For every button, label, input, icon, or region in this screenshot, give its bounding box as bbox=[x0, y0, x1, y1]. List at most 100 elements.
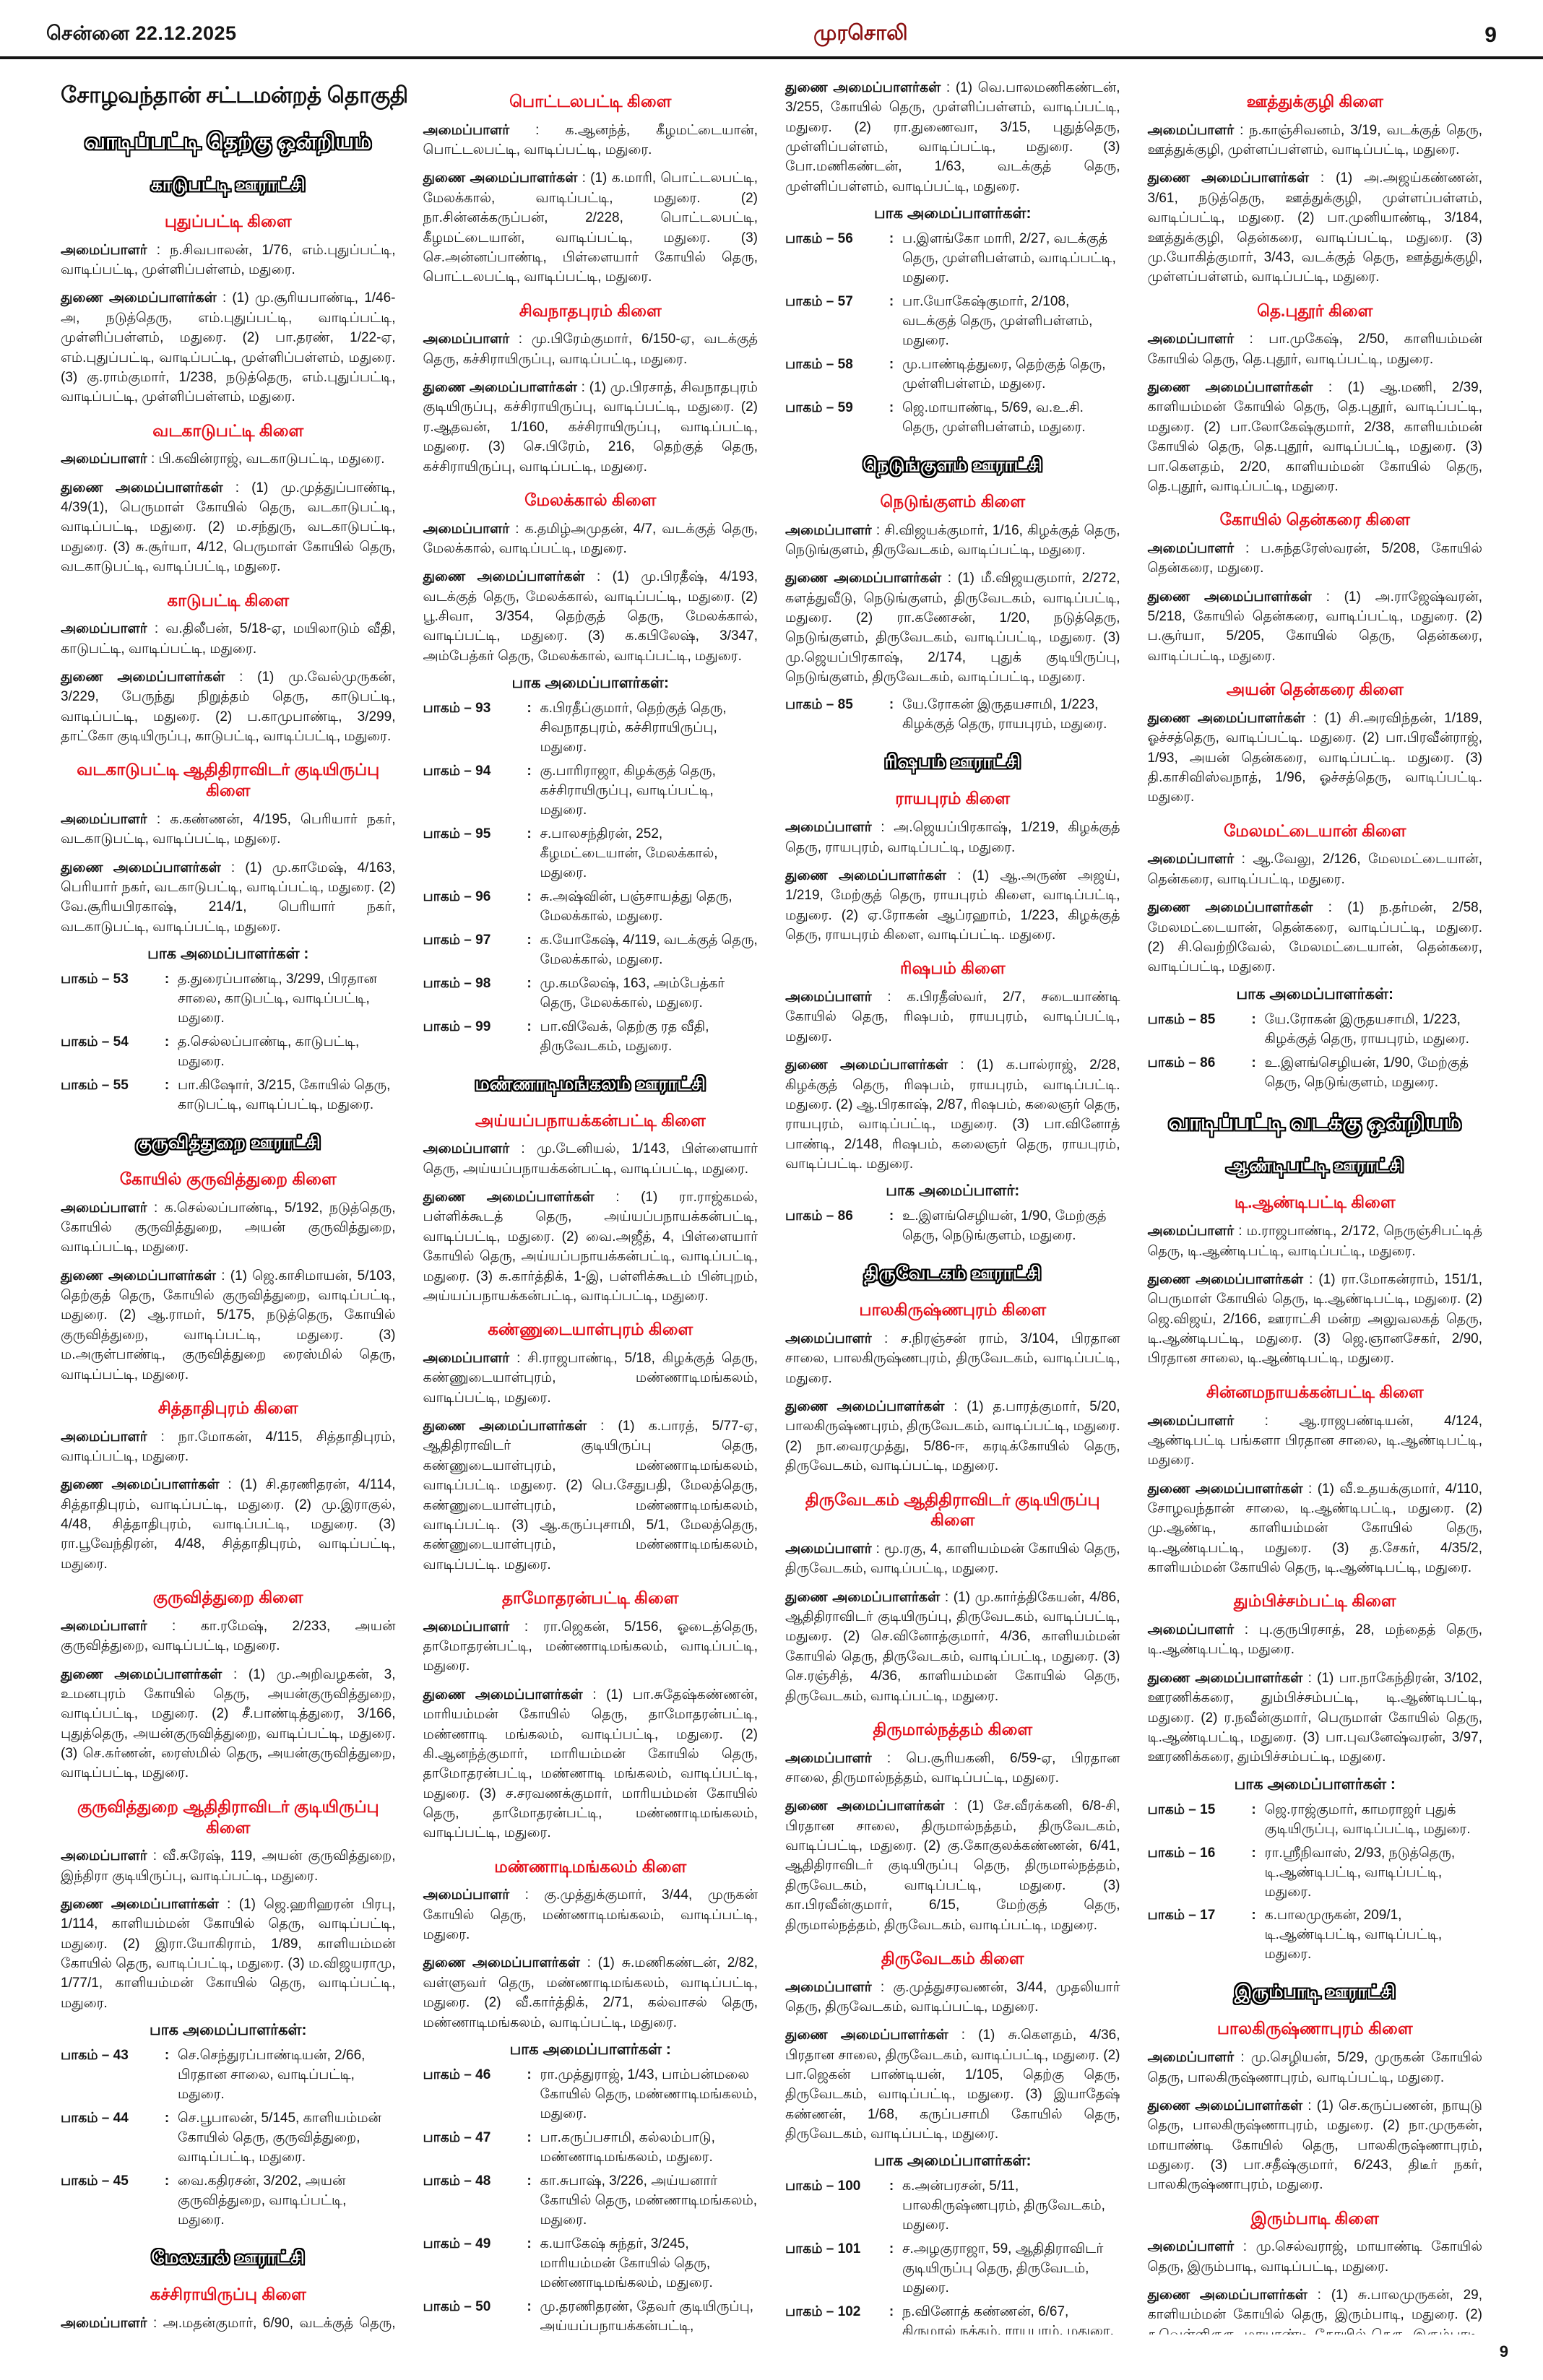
deputy-organizers-paragraph: துணை அமைப்பாளர்கள் : (1) பா.சுதேஷ்கண்ணன்… bbox=[423, 1687, 758, 1841]
deputy-organizers-paragraph: துணை அமைப்பாளர்கள் : (1) வெ.பாலமணிகண்டன்… bbox=[785, 80, 1120, 194]
part-text: த.செல்லப்பாண்டி, காடுபட்டி, மதுரை. bbox=[178, 1034, 360, 1069]
deputy-organizers-paragraph: துணை அமைப்பாளர்கள் : (1) மு.அறிவழகன், 3,… bbox=[61, 1666, 396, 1781]
part-number: பாகம் – 100 bbox=[785, 2178, 861, 2194]
part-row: பாகம் – 102: ந.வினோத் கண்ணன், 6/67, திரும… bbox=[785, 2303, 1120, 2334]
paragraph-label: அமைப்பாளர் bbox=[1147, 1622, 1235, 1638]
part-row: பாகம் – 97: க.யோகேஷ், 4/119, வடக்குத் தெர… bbox=[423, 931, 758, 970]
part-text: ச.பாலசந்திரன், 252, கீழமட்டையான், மேலக்க… bbox=[540, 826, 718, 880]
branch-heading: பாலகிருஷ்ணாபுரம் கிளை bbox=[1216, 2019, 1413, 2038]
paragraph-label: அமைப்பாளர் bbox=[785, 1541, 872, 1557]
article-columns: சோழவந்தான் சட்டமன்றத் தொகுதி வாடிப்பட்டி … bbox=[0, 59, 1543, 2334]
part-number: பாகம் – 102 bbox=[785, 2304, 861, 2320]
deputy-organizers-paragraph: துணை அமைப்பாளர்கள் : (1) மீ.விஜயகுமார், … bbox=[785, 571, 1120, 685]
part-organizers-list: பாகம் – 100: க.அன்பரசன், 5/11, பாலகிருஷ்ண… bbox=[785, 2177, 1120, 2334]
organizer-paragraph: அமைப்பாளர் : பு.குருபிரசாத், 28, மந்தைத்… bbox=[1147, 1622, 1483, 1658]
part-organizers-heading: பாக அமைப்பாளர்: bbox=[886, 1182, 1020, 1200]
part-number: பாகம் – 94 bbox=[423, 763, 491, 779]
part-colon: : bbox=[164, 1034, 170, 1050]
organizer-paragraph: அமைப்பாளர் : சி.ராஜபாண்டி, 5/18, கிழக்கு… bbox=[423, 1351, 758, 1406]
paragraph-label: துணை அமைப்பாளர்கள் bbox=[1147, 710, 1305, 726]
paragraph-label: அமைப்பாளர் bbox=[61, 451, 147, 467]
column-2: பொட்டலபட்டி கிளை அமைப்பாளர் : க.ஆனந்த், க… bbox=[423, 78, 758, 2334]
branch-heading: அய்யப்பநாயக்கன்பட்டி கிளை bbox=[475, 1110, 706, 1130]
part-row: பாகம் – 85: யே.ரோகன் இருதயசாமி, 1/223, கி… bbox=[785, 696, 1120, 735]
deputy-organizers-paragraph: துணை அமைப்பாளர்கள் : (1) அ.ராஜேஷ்வரன், 5… bbox=[1147, 589, 1483, 664]
panchayat-heading: மண்ணாடிமங்கலம் ஊராட்சி bbox=[475, 1073, 706, 1094]
branch-heading: கோயில் குருவித்துறை கிளை bbox=[119, 1169, 337, 1188]
paragraph-label: துணை அமைப்பாளர்கள் bbox=[785, 80, 941, 95]
part-organizers-heading: பாக அமைப்பாளர்கள்: bbox=[874, 205, 1032, 222]
part-row: பாகம் – 47: பா.கருப்பசாமி, கல்லம்பாடு, மண… bbox=[423, 2129, 758, 2168]
page-header: சென்னை 22.12.2025 முரசொலி 9 bbox=[0, 0, 1543, 59]
branch-heading: திருவேடகம் ஆதிதிராவிடர் குடியிருப்பு கிள… bbox=[805, 1489, 1100, 1530]
deputy-organizers-paragraph: துணை அமைப்பாளர்கள் : (1) த.பாரத்குமார், … bbox=[785, 1399, 1120, 1474]
organizer-paragraph: அமைப்பாளர் : பா.முகேஷ், 2/50, காளியம்மன்… bbox=[1147, 332, 1483, 367]
part-number: பாகம் – 101 bbox=[785, 2241, 861, 2257]
part-number: பாகம் – 43 bbox=[61, 2048, 129, 2064]
paragraph-label: அமைப்பாளர் bbox=[61, 2315, 147, 2331]
deputy-organizers-paragraph: துணை அமைப்பாளர்கள் : (1) ஜெ.காசிமாயன், 5… bbox=[61, 1268, 396, 1382]
branch-heading: இரும்பாடி கிளை bbox=[1250, 2208, 1379, 2228]
deputy-organizers-paragraph: துணை அமைப்பாளர்கள் : (1) மு.பிரசாத், சிவ… bbox=[423, 380, 758, 475]
part-colon: : bbox=[889, 399, 894, 415]
branch-heading: ராயபுரம் கிளை bbox=[895, 789, 1011, 808]
part-colon: : bbox=[1251, 1011, 1256, 1027]
part-text: கு.பாரிராஜா, கிழக்குத் தெரு, கச்சிராயிரு… bbox=[540, 763, 716, 818]
part-number: பாகம் – 47 bbox=[423, 2129, 491, 2145]
column-4: ஊத்துக்குழி கிளை அமைப்பாளர் : ந.காஞ்சிவனம… bbox=[1148, 78, 1483, 2334]
paragraph-label: அமைப்பாளர் bbox=[1147, 122, 1235, 138]
part-number: பாகம் – 93 bbox=[423, 701, 491, 717]
paragraph-label: அமைப்பாளர் bbox=[61, 1200, 147, 1216]
organizer-paragraph: அமைப்பாளர் : க.பிரதீஸ்வர், 2/7, சடையாண்ட… bbox=[785, 990, 1120, 1044]
paragraph-label: துணை அமைப்பாளர்கள் bbox=[1147, 589, 1312, 605]
part-text: ந.வினோத் கண்ணன், 6/67, திருமால் நத்தம், … bbox=[902, 2304, 1114, 2334]
part-colon: : bbox=[527, 763, 532, 779]
part-text: யே.ரோகன் இருதயசாமி, 1/223, கிழக்குத் தெர… bbox=[1264, 1011, 1469, 1047]
part-row: பாகம் – 85: யே.ரோகன் இருதயசாமி, 1/223, கி… bbox=[1148, 1011, 1483, 1050]
organizer-paragraph: அமைப்பாளர் : வ.திலீபன், 5/18-ஏ, மயிலாடும… bbox=[61, 621, 396, 657]
part-colon: : bbox=[527, 975, 532, 991]
part-organizers-heading: பாக அமைப்பாளர்கள்: bbox=[874, 2152, 1032, 2170]
paragraph-label: அமைப்பாளர் bbox=[423, 521, 510, 537]
part-text: கா.சுபாஷ், 3/226, அய்யனார் கோயில் தெரு, … bbox=[540, 2173, 758, 2228]
part-colon: : bbox=[1251, 1908, 1256, 1924]
part-number: பாகம் – 59 bbox=[785, 399, 853, 415]
deputy-organizers-paragraph: துணை அமைப்பாளர்கள் : (1) மு.கார்த்திகேயன… bbox=[785, 1589, 1120, 1704]
organizer-paragraph: அமைப்பாளர் : மு.பிரேம்குமார், 6/150-ஏ, வ… bbox=[423, 332, 758, 367]
deputy-organizers-paragraph: துணை அமைப்பாளர்கள் : (1) மு.காமேஷ், 4/16… bbox=[61, 860, 396, 935]
organizer-paragraph: அமைப்பாளர் : க.செல்லப்பாண்டி, 5/192, நடு… bbox=[61, 1200, 396, 1255]
part-colon: : bbox=[1251, 1055, 1256, 1070]
organizer-paragraph: அமைப்பாளர் : அ.மதன்குமார், 6/90, வடக்குத… bbox=[61, 2315, 396, 2331]
branch-heading: ஊத்துக்குழி கிளை bbox=[1246, 92, 1383, 111]
deputy-organizers-paragraph: துணை அமைப்பாளர்கள் : (1) ஜெ.ஹரிஹரன் பிரப… bbox=[61, 1896, 396, 2011]
part-number: பாகம் – 50 bbox=[423, 2298, 491, 2314]
paragraph-label: துணை அமைப்பாளர்கள் bbox=[1147, 170, 1309, 186]
part-text: க.பிரதீப்குமார், தெற்குத் தெரு, சிவநாதபு… bbox=[540, 701, 727, 756]
deputy-organizers-paragraph: துணை அமைப்பாளர்கள் : (1) அ.அஜய்கண்ணன், 3… bbox=[1147, 170, 1483, 285]
part-row: பாகம் – 43: செ.செந்துரப்பாண்டியன், 2/66, … bbox=[61, 2046, 396, 2105]
branch-heading: திருமால்நத்தம் கிளை bbox=[873, 1719, 1033, 1739]
part-number: பாகம் – 95 bbox=[423, 826, 491, 841]
part-colon: : bbox=[889, 294, 894, 310]
organizer-paragraph: அமைப்பாளர் : கு.முத்துசரவணன், 3/44, முதல… bbox=[785, 1979, 1120, 2015]
paragraph-label: துணை அமைப்பாளர்கள் bbox=[1147, 900, 1313, 916]
organizer-paragraph: அமைப்பாளர் : ந.சிவபாலன், 1/76, எம்.புதுப… bbox=[61, 242, 396, 278]
deputy-organizers-paragraph: துணை அமைப்பாளர்கள் : (1) ஆ.மணி, 2/39, கா… bbox=[1147, 380, 1483, 494]
part-row: பாகம் – 16: ரா.ஸ்ரீநிவாஸ், 2/93, நடுத்தெர… bbox=[1148, 1844, 1483, 1903]
deputy-organizers-paragraph: துணை அமைப்பாளர்கள் : (1) ரா.மோகன்ராம், 1… bbox=[1147, 1271, 1483, 1367]
part-row: பாகம் – 53: த.துரைப்பாண்டி, 3/299, பிரதான… bbox=[61, 970, 396, 1029]
part-number: பாகம் – 86 bbox=[1147, 1055, 1216, 1070]
organizer-paragraph: அமைப்பாளர் : மூ.ரகு, 4, காளியம்மன் கோயில… bbox=[785, 1541, 1120, 1577]
part-colon: : bbox=[527, 2129, 532, 2145]
panchayat-heading: ரிஷபம் ஊராட்சி bbox=[884, 752, 1021, 773]
paragraph-label: துணை அமைப்பாளர்கள் bbox=[423, 1419, 587, 1435]
deputy-organizers-paragraph: துணை அமைப்பாளர்கள் : (1) செ.கருப்பணன், ந… bbox=[1147, 2098, 1483, 2193]
paragraph-label: துணை அமைப்பாளர்கள் bbox=[1147, 1271, 1304, 1287]
part-text: செ.பூபாலன், 5/145, காளியம்மன் கோயில் தெர… bbox=[178, 2111, 381, 2165]
paragraph-label: அமைப்பாளர் bbox=[785, 1979, 872, 1995]
paragraph-label: அமைப்பாளர் bbox=[61, 1429, 147, 1445]
paragraph-label: அமைப்பாளர் bbox=[423, 1351, 510, 1366]
panchayat-heading: இரும்பாடி ஊராட்சி bbox=[1234, 1982, 1396, 2003]
part-text: ஜெ.ராஜ்குமார், காமராஜர் புதுக் குடியிருப… bbox=[1264, 1801, 1471, 1837]
part-organizers-list: பாகம் – 85: யே.ரோகன் இருதயசாமி, 1/223, கி… bbox=[1148, 1011, 1483, 1093]
